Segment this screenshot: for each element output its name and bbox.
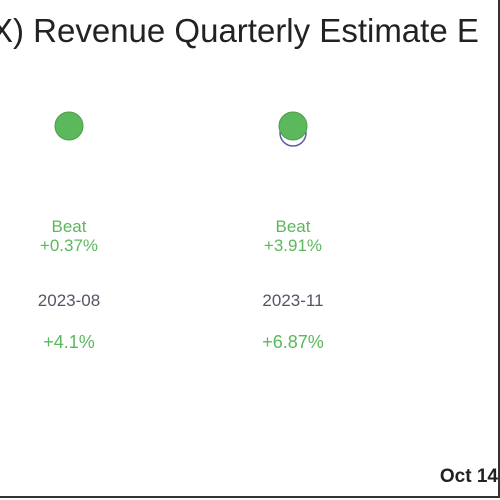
- actual-marker: [54, 111, 84, 141]
- change-label: +4.1%: [43, 332, 95, 352]
- surprise-label: +0.37%: [40, 236, 98, 255]
- period-label: 2023-08: [38, 291, 100, 310]
- surprise-label: +3.91%: [264, 236, 322, 255]
- date-label: Oct 14: [439, 466, 498, 487]
- change-label: +6.87%: [262, 332, 324, 352]
- chart-title: X) Revenue Quarterly Estimate E: [0, 12, 479, 49]
- result-label: Beat: [52, 217, 87, 236]
- result-label: Beat: [276, 217, 311, 236]
- period-label: 2023-11: [262, 291, 323, 310]
- actual-marker: [278, 111, 308, 141]
